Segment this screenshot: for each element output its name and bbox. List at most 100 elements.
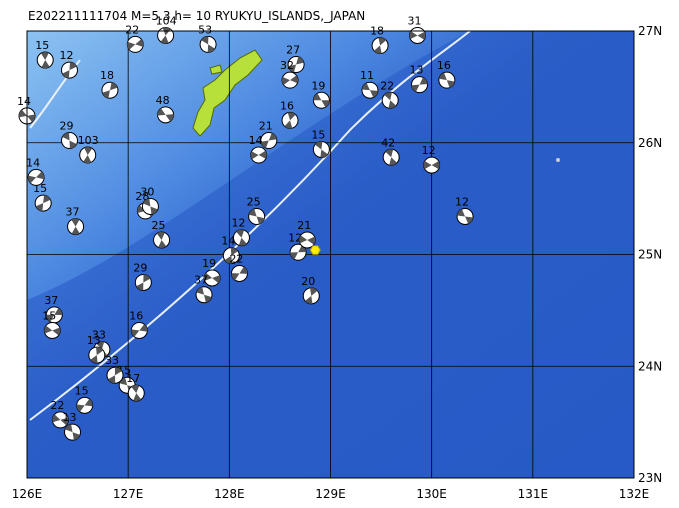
depth-label: 29 <box>133 261 147 274</box>
depth-label: 13 <box>63 411 77 424</box>
beachball-quadrant <box>83 147 93 164</box>
y-tick-label: 27N <box>638 24 662 38</box>
focal-mechanism <box>157 26 175 44</box>
focal-mechanism <box>153 231 171 249</box>
beachball-quadrant <box>204 272 221 284</box>
beachball-quadrant <box>315 141 328 158</box>
focal-mechanism <box>287 56 305 74</box>
focal-mechanism <box>361 81 379 99</box>
focal-mechanism <box>106 366 124 384</box>
focal-mechanism <box>67 218 85 236</box>
beachball-quadrant <box>288 56 304 73</box>
focal-mechanism <box>203 269 221 287</box>
depth-label: 48 <box>156 94 170 107</box>
focal-mechanism <box>130 321 148 339</box>
depth-label: 53 <box>198 23 212 36</box>
focal-mechanism <box>382 148 400 166</box>
beachball-quadrant <box>385 149 397 166</box>
focal-mechanism <box>250 146 268 164</box>
focal-mechanism <box>60 132 78 150</box>
focal-mechanism <box>222 247 240 265</box>
y-tick-label: 23N <box>638 471 662 485</box>
beachball-quadrant <box>156 231 167 248</box>
focal-mechanism <box>438 71 456 89</box>
depth-label: 32 <box>280 59 294 72</box>
beachball-quadrant <box>282 75 299 85</box>
frame <box>26 30 635 479</box>
depth-label: 16 <box>280 99 294 112</box>
depth-label: 12 <box>59 49 73 62</box>
depth-label: 21 <box>297 219 311 232</box>
beachball-quadrant <box>46 308 63 322</box>
x-tick-label: 130E <box>416 487 447 501</box>
focal-mechanism <box>371 37 389 55</box>
depth-label: 37 <box>194 274 208 287</box>
y-tick-label: 25N <box>638 248 662 262</box>
focal-mechanism <box>88 346 106 364</box>
focal-mechanism <box>43 321 61 339</box>
map-title: E202211111704 M=5.3 h= 10 RYUKYU_ISLANDS… <box>28 9 365 23</box>
depth-label: 22 <box>125 23 139 36</box>
focal-mechanism <box>232 229 250 247</box>
beachball-quadrant <box>157 108 174 122</box>
depth-label: 42 <box>381 136 395 149</box>
depth-label: 104 <box>156 14 177 27</box>
epicenter <box>309 245 321 255</box>
depth-label: 15 <box>35 39 49 52</box>
focal-mechanism <box>381 91 399 109</box>
depth-label: 29 <box>59 120 73 133</box>
depth-label: 14 <box>221 235 235 248</box>
focal-mechanism <box>127 384 145 402</box>
depth-label: 37 <box>44 294 58 307</box>
beachball-quadrant <box>260 133 277 148</box>
beachball-quadrant <box>108 367 122 384</box>
depth-label: 25 <box>152 219 166 232</box>
beachball-quadrant <box>136 274 151 291</box>
depth-label: 27 <box>286 44 300 57</box>
beachball-quadrant <box>231 266 248 281</box>
x-tick-label: 132E <box>619 487 650 501</box>
island <box>556 158 560 162</box>
depth-label: 25 <box>247 196 261 209</box>
beachball-quadrant <box>248 208 265 225</box>
focal-mechanism <box>230 264 248 282</box>
depth-label: 13 <box>87 334 101 347</box>
depth-label: 33 <box>92 328 106 341</box>
beachball-quadrant <box>439 72 455 88</box>
depth-label: 14 <box>17 95 31 108</box>
beachball-quadrant <box>102 82 118 99</box>
focal-mechanism <box>51 411 69 429</box>
x-tick-label: 126E <box>12 487 43 501</box>
x-tick-label: 128E <box>214 487 245 501</box>
beachball-quadrant <box>131 324 148 337</box>
beachball-quadrant <box>313 93 330 108</box>
depth-label: 22 <box>229 252 243 265</box>
beachball-quadrant <box>62 62 77 79</box>
focal-mechanism <box>411 76 429 94</box>
focal-mechanism <box>312 140 330 158</box>
focal-mechanism <box>157 106 175 124</box>
beachball-quadrant <box>224 247 238 264</box>
focal-mechanism <box>199 35 217 53</box>
depth-label: 20 <box>301 275 315 288</box>
depth-label: 12 <box>231 217 245 230</box>
trench <box>29 31 471 421</box>
beachball-quadrant <box>90 347 104 364</box>
focal-mechanism <box>248 208 266 226</box>
depth-label: 15 <box>42 309 56 322</box>
depth-label: 12 <box>422 144 436 157</box>
focal-mechanism <box>456 208 474 226</box>
beachball-quadrant <box>411 77 428 92</box>
depth-label: 31 <box>408 14 422 27</box>
depth-label: 103 <box>78 134 99 147</box>
focal-mechanism <box>27 168 45 186</box>
depth-label: 14 <box>249 134 263 147</box>
depth-label: 30 <box>140 185 154 198</box>
beachball-quadrant <box>299 235 316 245</box>
focal-mechanism <box>409 26 427 44</box>
beachball-quadrant <box>35 195 51 212</box>
beachball-quadrant <box>305 287 318 304</box>
beachball-quadrant <box>65 424 80 441</box>
beachball-quadrant <box>71 218 80 235</box>
depth-label: 15 <box>75 384 89 397</box>
